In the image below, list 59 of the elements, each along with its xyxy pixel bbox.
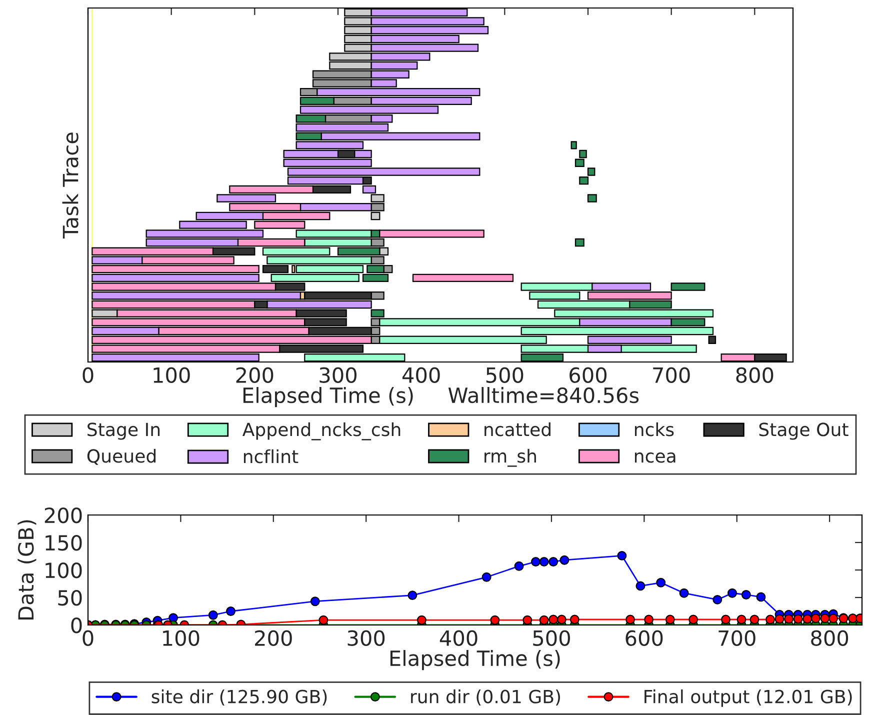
point bbox=[548, 557, 558, 566]
x-tick-label: 200 bbox=[255, 630, 292, 646]
bar bbox=[570, 141, 577, 150]
point bbox=[617, 550, 627, 560]
point bbox=[712, 594, 722, 604]
legend-label: ncea bbox=[634, 452, 676, 463]
point bbox=[741, 590, 751, 600]
y-tick-label: 150 bbox=[46, 534, 82, 551]
x-axis-title: Elapsed Time (s) Walltime=840.56s bbox=[243, 387, 639, 408]
y-axis-title: Data (GB) bbox=[18, 520, 36, 620]
bar bbox=[412, 274, 514, 282]
y-tick-label: 200 bbox=[44, 507, 82, 524]
y-tick-label: 0 bbox=[71, 617, 82, 634]
legend-label: ncks bbox=[634, 422, 674, 436]
point bbox=[514, 561, 524, 571]
legend-label: Final output (12.01 GB) bbox=[644, 689, 852, 707]
legend-label: Queued bbox=[87, 448, 156, 465]
x-tick-label: 800 bbox=[811, 630, 848, 646]
point bbox=[636, 581, 646, 591]
x-tick-label: 300 bbox=[348, 630, 385, 646]
legend-label: run dir (0.01 GB) bbox=[411, 689, 560, 706]
y-tick-label: 100 bbox=[46, 562, 82, 578]
x-tick-label: 700 bbox=[653, 367, 690, 383]
legend-label: ncatted bbox=[484, 422, 550, 436]
x-tick-label: 800 bbox=[736, 367, 774, 383]
point bbox=[656, 578, 666, 588]
point bbox=[679, 588, 689, 598]
legend-label: rm_sh bbox=[484, 448, 536, 467]
legend-label: ncflint bbox=[244, 449, 298, 464]
x-tick-label: 200 bbox=[236, 367, 274, 383]
point bbox=[530, 557, 540, 566]
x-tick-label: 700 bbox=[718, 630, 756, 646]
x-tick-label: 600 bbox=[626, 630, 663, 646]
point bbox=[310, 596, 320, 606]
point bbox=[728, 588, 737, 598]
point bbox=[539, 557, 549, 566]
x-tick-label: 600 bbox=[570, 367, 606, 383]
point bbox=[560, 555, 570, 565]
bar bbox=[587, 194, 597, 202]
point bbox=[482, 572, 492, 582]
x-tick-label: 500 bbox=[533, 630, 570, 646]
bar bbox=[574, 238, 584, 247]
x-tick-label: 400 bbox=[440, 630, 478, 646]
x-axis-title: Elapsed Time (s) bbox=[390, 650, 560, 670]
x-tick-label: 100 bbox=[163, 630, 200, 646]
x-tick-label: 100 bbox=[154, 367, 190, 383]
x-tick-label: 0 bbox=[82, 367, 94, 383]
x-tick-label: 400 bbox=[402, 367, 440, 383]
x-tick-label: 300 bbox=[320, 367, 356, 383]
point bbox=[756, 592, 766, 602]
legend-label: Append_ncks_csh bbox=[242, 422, 400, 440]
legend-label: Stage Out bbox=[759, 422, 848, 440]
legend-label: Stage In bbox=[88, 422, 160, 440]
point bbox=[408, 590, 418, 600]
x-tick-label: 0 bbox=[82, 630, 94, 646]
y-axis-title: Task Trace bbox=[62, 132, 78, 238]
x-tick-label: 500 bbox=[486, 367, 524, 383]
legend-label: site dir (125.90 GB) bbox=[152, 689, 327, 706]
y-tick-label: 50 bbox=[58, 590, 82, 606]
